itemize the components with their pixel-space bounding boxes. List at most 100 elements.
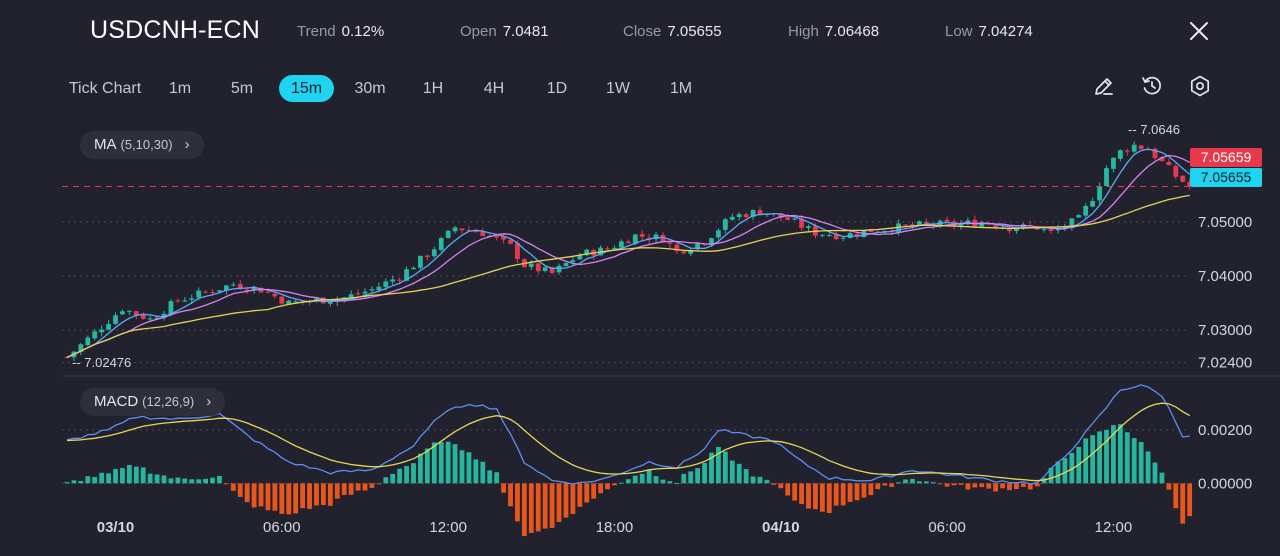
tab-1h[interactable]: 1H <box>422 80 444 97</box>
candle-body <box>168 301 174 315</box>
macd-histogram-bar <box>521 483 527 537</box>
candle-body <box>1007 228 1012 232</box>
candle-body <box>92 331 98 339</box>
macd-histogram-bar <box>750 476 756 484</box>
candle-body <box>140 314 146 319</box>
candle-body <box>286 300 292 305</box>
candle-body <box>501 236 506 240</box>
candle-body <box>1104 168 1109 186</box>
candle-body <box>85 337 91 346</box>
candle-body <box>126 310 132 312</box>
macd-histogram-bar <box>1048 467 1054 484</box>
candle-body <box>688 250 694 254</box>
macd-histogram-bar <box>383 477 389 484</box>
macd-histogram-bar <box>625 479 631 484</box>
chevron-right-icon: › <box>184 136 190 153</box>
ask-price-tag: 7.05655 <box>1190 168 1262 187</box>
macd-histogram-bar <box>861 483 867 498</box>
tab-1m[interactable]: 1m <box>168 80 192 97</box>
macd-histogram-bar <box>1104 429 1109 484</box>
macd-histogram-bar <box>847 483 853 502</box>
candle-body <box>106 323 111 330</box>
macd-histogram-bar <box>716 446 721 484</box>
macd-histogram-bar <box>300 483 306 509</box>
macd-histogram-bar <box>418 453 423 484</box>
macd-histogram-bar <box>653 476 659 484</box>
macd-histogram-bar <box>639 473 645 484</box>
tab-30m[interactable]: 30m <box>354 80 386 97</box>
settings-gear-icon[interactable] <box>1188 74 1212 98</box>
candle-body <box>327 301 333 304</box>
macd-histogram-bar <box>944 483 950 487</box>
time-tick-label: 12:00 <box>429 519 467 536</box>
macd-histogram-bar <box>1131 438 1137 484</box>
candle-body <box>175 300 181 302</box>
candle-body <box>397 279 403 281</box>
candle-body <box>237 283 243 289</box>
candle-body <box>1166 161 1172 166</box>
macd-histogram-bar <box>459 450 465 484</box>
price-tick-label: 7.05000 <box>1198 214 1252 231</box>
tab-4h[interactable]: 4H <box>483 80 505 97</box>
price-tick-label: 7.03000 <box>1198 322 1252 339</box>
macd-histogram-bar <box>535 483 541 532</box>
tab-15m[interactable]: 15m <box>279 75 334 102</box>
close-icon[interactable] <box>1186 18 1212 44</box>
macd-histogram-bar <box>279 483 285 514</box>
candle-body <box>792 218 798 220</box>
macd-histogram-bar <box>743 469 749 484</box>
candle-body <box>674 244 680 251</box>
candle-body <box>535 263 541 272</box>
macd-histogram-bar <box>1014 483 1019 490</box>
candle-body <box>265 291 271 293</box>
macd-histogram-bar <box>1097 431 1102 484</box>
macd-histogram-bar <box>466 452 472 484</box>
candle-body <box>244 289 250 291</box>
macd-histogram-bar <box>951 483 957 486</box>
macd-indicator-pill[interactable]: MACD (12,26,9) › <box>80 388 226 416</box>
macd-histogram-bar <box>133 466 139 484</box>
tab-1mo[interactable]: 1M <box>669 80 693 97</box>
candle-body <box>799 218 804 228</box>
macd-histogram-bar <box>778 483 784 489</box>
candle-body <box>563 262 569 267</box>
macd-histogram-bar <box>286 483 292 515</box>
candle-body <box>549 267 555 273</box>
candle-body <box>293 301 299 303</box>
ma-indicator-pill[interactable]: MA (5,10,30) › <box>80 131 204 159</box>
macd-histogram-bar <box>508 483 513 507</box>
macd-histogram <box>64 424 1193 537</box>
macd-histogram-bar <box>875 483 881 490</box>
signal-line <box>66 402 1191 482</box>
history-clock-icon[interactable] <box>1140 74 1164 98</box>
tab-1d[interactable]: 1D <box>546 80 568 97</box>
macd-histogram-bar <box>196 479 202 484</box>
candle-body <box>716 230 721 238</box>
candle-body <box>279 296 285 304</box>
tab-1w[interactable]: 1W <box>606 80 630 97</box>
candle-body <box>903 224 908 226</box>
macd-histogram-bar <box>438 442 444 484</box>
macd-histogram-bar <box>1173 483 1179 509</box>
macd-histogram-bar <box>667 481 673 484</box>
candle-body <box>632 234 638 245</box>
symbol-title: USDCNH-ECN <box>90 16 261 44</box>
macd-histogram-bar <box>397 468 403 484</box>
candle-body <box>133 311 139 316</box>
candle-body <box>369 289 375 291</box>
macd-histogram-bar <box>85 476 91 484</box>
candle-body <box>729 216 735 220</box>
macd-histogram-bar <box>605 483 610 490</box>
macd-histogram-bar <box>854 483 860 501</box>
macd-histogram-bar <box>473 459 479 484</box>
candle-body <box>452 227 458 232</box>
draw-pencil-icon[interactable] <box>1092 74 1116 98</box>
candle-body <box>154 317 160 320</box>
tab-tick-chart[interactable]: Tick Chart <box>68 80 142 97</box>
stat-close: Close 7.05655 <box>623 23 722 40</box>
tab-5m[interactable]: 5m <box>230 80 254 97</box>
candle-body <box>1152 148 1158 159</box>
macd-histogram-bar <box>986 483 992 489</box>
macd-histogram-bar <box>244 483 250 503</box>
